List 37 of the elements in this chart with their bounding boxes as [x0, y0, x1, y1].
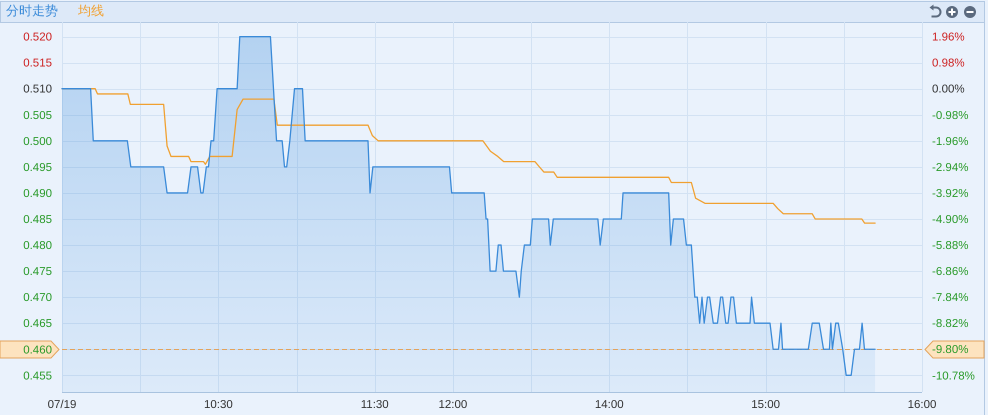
y2tick-label: -8.82% [932, 318, 968, 330]
ytick-label: 0.485 [23, 214, 52, 226]
ytick-label: 0.500 [23, 136, 52, 148]
xtick-label: 15:00 [751, 399, 780, 411]
y2tick-label: -6.86% [932, 266, 968, 278]
y2tick-label: -9.80% [932, 344, 968, 356]
ytick-label: 0.475 [23, 266, 52, 278]
ytick-label: 0.515 [23, 58, 52, 70]
xtick-label: 12:00 [438, 399, 468, 411]
legend-item: 分时走势 [6, 3, 58, 18]
y2tick-label: -5.88% [932, 240, 968, 252]
xtick-label: 10:30 [204, 399, 233, 411]
xtick-label: 07/19 [48, 399, 76, 411]
y2tick-label: -10.78% [932, 370, 975, 382]
y2tick-label: 1.96% [932, 32, 965, 44]
ytick-label: 0.495 [23, 162, 52, 174]
ytick-label: 0.460 [23, 344, 52, 356]
xtick-label: 14:00 [594, 399, 624, 411]
ytick-label: 0.455 [23, 370, 52, 382]
xtick-label: 16:00 [908, 399, 936, 411]
ytick-label: 0.490 [23, 188, 52, 200]
y2tick-label: -4.90% [932, 214, 968, 226]
y2tick-label: -1.96% [932, 136, 968, 148]
y2tick-label: 0.00% [932, 84, 965, 96]
y2tick-label: -3.92% [932, 188, 968, 200]
y2tick-label: -7.84% [932, 292, 968, 304]
ytick-label: 0.510 [23, 84, 52, 96]
ytick-label: 0.470 [23, 292, 52, 304]
ytick-label: 0.505 [23, 110, 52, 122]
ytick-label: 0.520 [23, 32, 52, 44]
ytick-label: 0.465 [23, 318, 52, 330]
xtick-label: 11:30 [360, 399, 389, 411]
y2tick-label: 0.98% [932, 58, 965, 70]
ytick-label: 0.480 [23, 240, 52, 252]
y2tick-label: -2.94% [932, 162, 968, 174]
legend-item: 均线 [78, 3, 104, 18]
y2tick-label: -0.98% [932, 110, 968, 122]
